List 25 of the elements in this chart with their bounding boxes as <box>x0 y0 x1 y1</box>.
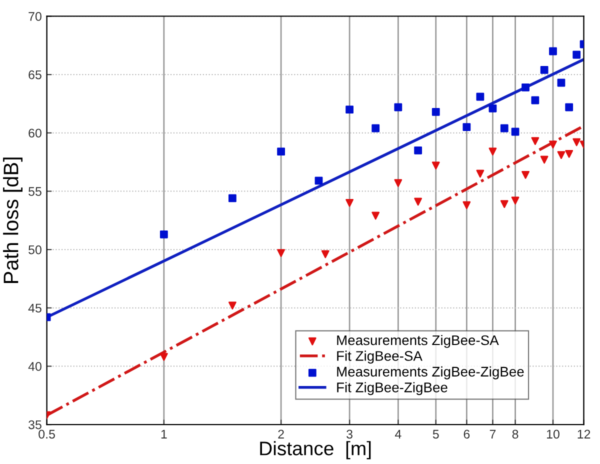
x-tick-label: 2 <box>278 430 284 438</box>
y-tick-label: 60 <box>28 128 42 138</box>
x-tick-label: 6 <box>464 430 470 439</box>
y-tick-label: 65 <box>28 70 42 80</box>
x-axis-title: Distance [m] <box>260 441 371 460</box>
x-tick-label: 7 <box>490 430 496 438</box>
y-tick-label: 35 <box>28 420 42 430</box>
y-tick-label: 55 <box>28 187 42 196</box>
x-tick-label: 0.5 <box>38 430 55 439</box>
x-tick-label: 8 <box>512 430 518 439</box>
x-tick-label: 1 <box>161 430 167 438</box>
x-tick-label: 12 <box>578 430 590 438</box>
y-axis-title: Path loss [dB] <box>3 158 22 283</box>
x-tick-label: 3 <box>346 430 352 439</box>
legend-label: Measurements ZigBee-ZigBee <box>337 366 524 380</box>
legend-label: Fit ZigBee-SA <box>337 350 422 364</box>
x-tick-label: 5 <box>432 430 439 439</box>
legend-label: Fit ZigBee-ZigBee <box>337 382 448 396</box>
x-tick-label: 10 <box>546 430 560 439</box>
y-tick-label: 70 <box>28 12 42 21</box>
y-tick-label: 50 <box>28 245 42 254</box>
x-tick-label: 4 <box>394 430 402 438</box>
y-tick-label: 45 <box>28 304 42 313</box>
legend-label: Measurements ZigBee-SA <box>337 334 499 348</box>
y-tick-label: 40 <box>28 362 42 371</box>
